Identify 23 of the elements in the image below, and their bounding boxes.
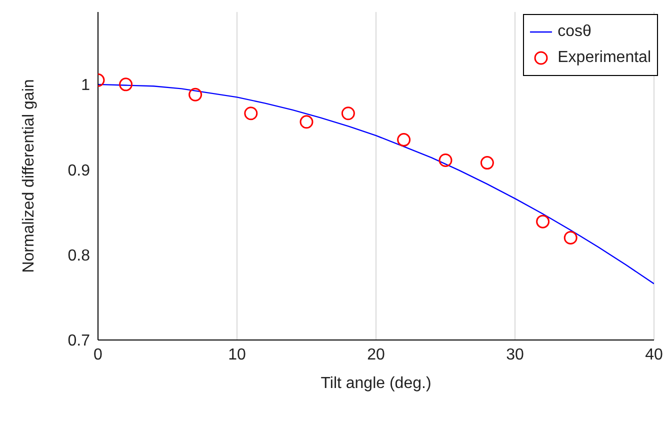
y-axis-title: Normalized differential gain (20, 79, 38, 273)
y-tick-label: 0.7 (68, 332, 90, 350)
x-tick-label: 20 (367, 346, 385, 364)
x-tick-label: 40 (645, 346, 663, 364)
point (397, 133, 411, 147)
point (564, 231, 578, 245)
legend-label: cosθ (558, 22, 592, 42)
point (341, 106, 355, 120)
y-tick-label: 0.8 (68, 247, 90, 264)
x-axis-title: Tilt angle (deg.) (320, 375, 432, 392)
x-tick-label: 0 (94, 346, 103, 364)
legend-label: Experimental (558, 48, 651, 68)
point (244, 106, 258, 120)
point (119, 78, 133, 92)
point (480, 156, 494, 170)
x-tick-label: 30 (506, 346, 524, 364)
x-tick-label: 10 (228, 346, 246, 364)
point (438, 153, 452, 167)
y-tick-label: 1 (81, 77, 90, 94)
point (188, 88, 202, 102)
y-tick-label: 0.9 (68, 162, 90, 180)
point (536, 214, 550, 228)
point (300, 115, 314, 129)
